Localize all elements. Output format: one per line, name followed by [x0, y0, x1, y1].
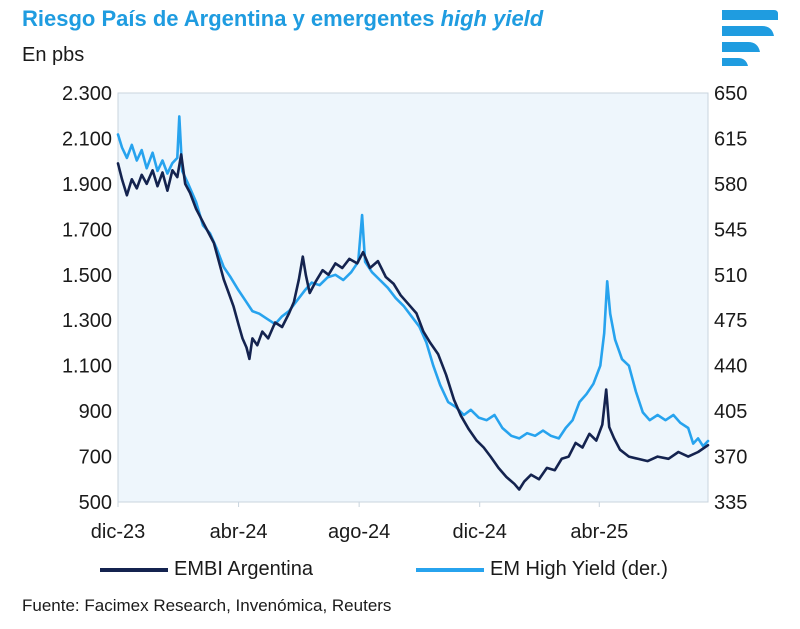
- legend-label-emhy: EM High Yield (der.): [490, 558, 668, 580]
- y-left-tick-label: 900: [79, 401, 112, 423]
- y-left-tick-label: 1.500: [62, 265, 112, 287]
- y-left-tick-label: 500: [79, 492, 112, 514]
- x-tick-label: dic-23: [91, 521, 145, 543]
- y-right-tick-label: 615: [714, 128, 747, 150]
- brand-logo-icon: [722, 10, 778, 66]
- y-left-tick-label: 2.100: [62, 128, 112, 150]
- chart-title-italic: high yield: [440, 6, 544, 31]
- chart-legend: EMBI Argentina EM High Yield (der.): [0, 558, 800, 588]
- y-right-tick-label: 405: [714, 401, 747, 423]
- y-right-tick-label: 510: [714, 265, 747, 287]
- x-tick-label: abr-24: [210, 521, 268, 543]
- y-right-tick-label: 440: [714, 356, 747, 378]
- legend-label-embi: EMBI Argentina: [174, 558, 313, 580]
- y-right-tick-label: 475: [714, 310, 747, 332]
- x-tick-label: dic-24: [452, 521, 506, 543]
- y-right-tick-label: 650: [714, 83, 747, 105]
- y-left-tick-label: 1.100: [62, 356, 112, 378]
- y-right-tick-label: 545: [714, 219, 747, 241]
- chart-title: Riesgo País de Argentina y emergentes hi…: [22, 6, 543, 32]
- chart-title-main: Riesgo País de Argentina y emergentes: [22, 6, 441, 31]
- x-tick-label: abr-25: [570, 521, 628, 543]
- source-note: Fuente: Facimex Research, Invenómica, Re…: [22, 596, 392, 615]
- y-left-tick-label: 2.300: [62, 83, 112, 105]
- legend-item-emhy: EM High Yield (der.): [416, 558, 668, 581]
- y-left-tick-label: 1.900: [62, 174, 112, 196]
- y-left-tick-label: 700: [79, 447, 112, 469]
- legend-item-embi: EMBI Argentina: [100, 558, 313, 581]
- x-tick-label: ago-24: [328, 521, 390, 543]
- y-left-tick-label: 1.700: [62, 219, 112, 241]
- y-right-tick-label: 335: [714, 492, 747, 514]
- series-line-emhy: [116, 115, 710, 448]
- chart-subtitle: En pbs: [22, 44, 85, 66]
- y-right-tick-label: 370: [714, 447, 747, 469]
- y-right-tick-label: 580: [714, 174, 747, 196]
- series-line-embi: [116, 153, 710, 491]
- legend-swatch-emhy: [416, 567, 484, 572]
- y-left-tick-label: 1.300: [62, 310, 112, 332]
- legend-swatch-embi: [100, 567, 168, 572]
- plot-area: [117, 92, 709, 503]
